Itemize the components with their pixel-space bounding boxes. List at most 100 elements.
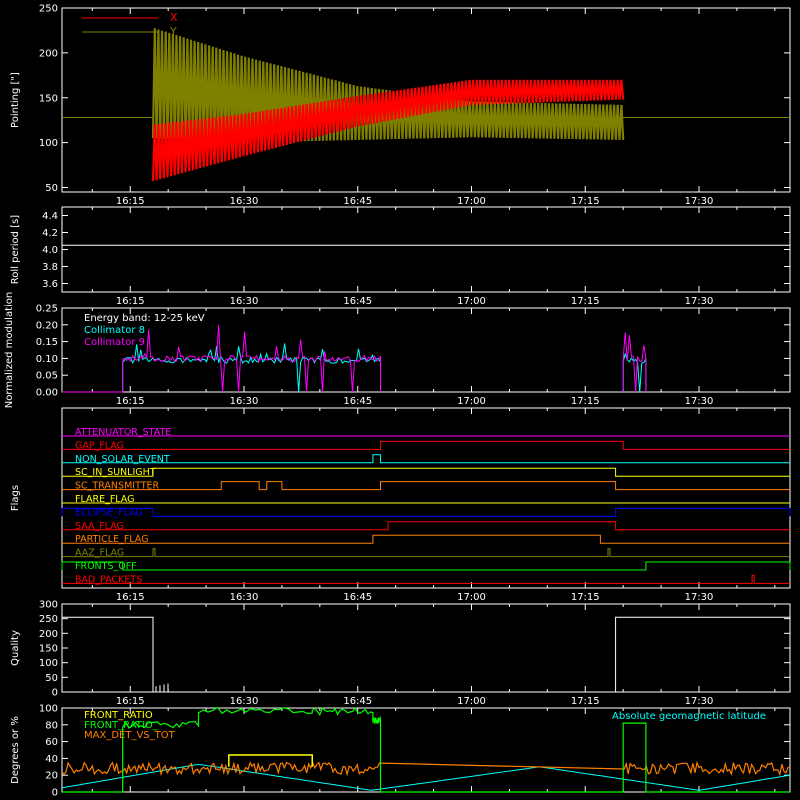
pointing-ylabel: Pointing ["]: [10, 72, 21, 128]
ratios-ylabel: Degrees or %: [10, 716, 21, 784]
modulation-legend-title: Energy band: 12-25 keV: [84, 313, 205, 324]
roll-xtick-label: 16:30: [230, 296, 259, 307]
flag-line-particle_flag: [62, 534, 790, 544]
flags-ylabel: Flags: [10, 485, 21, 511]
flag-line-eclipse_flag: [61, 507, 791, 517]
modulation-xtick-label: 16:30: [230, 396, 259, 407]
quality-xtick-label: 17:00: [457, 696, 486, 707]
pointing-ytick-label: 250: [39, 4, 58, 15]
pointing-xtick-label: 16:30: [230, 196, 259, 207]
pointing-ytick-label: 200: [39, 48, 58, 59]
pointing-series-X: [151, 79, 625, 182]
modulation-ylabel: Normalized modulation: [4, 292, 15, 409]
modulation-xtick-label: 16:45: [343, 396, 372, 407]
roll-xtick-label: 16:15: [116, 296, 145, 307]
modulation-ytick-label: 0.10: [36, 354, 58, 365]
quality-ytick-label: 0: [52, 688, 58, 699]
quality-xtick-label: 16:30: [230, 696, 259, 707]
flags-xtick-label: 16:30: [230, 592, 259, 603]
modulation-xtick-label: 16:15: [116, 396, 145, 407]
front-ratio-2-series: [62, 706, 790, 793]
flag-label-particle_flag: PARTICLE_FLAG: [75, 534, 148, 545]
pointing-frame: [61, 7, 791, 193]
roll-xtick-label: 17:15: [571, 296, 600, 307]
ratios-ytick-label: 20: [45, 771, 58, 782]
flag-label-aaz_flag: AAZ_FLAG: [75, 548, 124, 559]
modulation-legend-label: Collimator 8: [84, 325, 145, 336]
pointing-xtick-label: 17:15: [571, 196, 600, 207]
pointing-ytick-label: 100: [39, 138, 58, 149]
modulation-ytick-label: 0.20: [36, 320, 58, 331]
flag-label-eclipse_flag: ECLIPSE_FLAG: [75, 507, 143, 518]
modulation-frame: [61, 307, 791, 393]
ratios-ytick-label: 0: [52, 788, 58, 799]
modulation-xtick-label: 17:30: [685, 396, 714, 407]
legend-label-X: X: [170, 11, 178, 24]
roll-xtick-label: 17:30: [685, 296, 714, 307]
max-det-series: [61, 760, 791, 777]
latitude-curve: [61, 764, 791, 791]
ratios-ytick-label: 60: [45, 737, 58, 748]
modulation-series-1: [622, 332, 647, 393]
flag-label-fronts_off: FRONTS_OFF: [75, 561, 137, 572]
quality-ytick-label: 250: [39, 614, 58, 625]
quality-series: [62, 616, 790, 693]
modulation-ytick-label: 0.00: [36, 388, 58, 399]
roll-ytick-label: 4.0: [42, 245, 58, 256]
flags-xtick-label: 17:00: [457, 592, 486, 603]
roll-xtick-label: 17:00: [457, 296, 486, 307]
latitude-annotation: Absolute geomagnetic latitude: [612, 711, 766, 722]
ratios-ytick-label: 40: [45, 754, 58, 765]
pointing-xtick-label: 16:15: [116, 196, 145, 207]
flag-line-non_solar_event: [62, 454, 790, 464]
modulation-ytick-label: 0.25: [36, 304, 58, 315]
flag-label-sc_transmitter: SC_TRANSMITTER: [75, 481, 160, 492]
flag-label-attenuator_state: ATTENUATOR_STATE: [75, 427, 171, 438]
quality-ylabel: Quality: [10, 630, 21, 666]
quality-ytick-label: 150: [39, 644, 58, 655]
roll-ytick-label: 3.6: [42, 279, 58, 290]
front-ratio-series: [228, 754, 313, 767]
flags-xtick-label: 17:30: [685, 592, 714, 603]
roll-ylabel: Roll period [s]: [10, 215, 21, 284]
quality-ytick-label: 300: [39, 600, 58, 611]
flag-line-fronts_off: [61, 561, 791, 571]
roll-ytick-label: 4.4: [42, 211, 58, 222]
flag-label-saa_flag: SAA_FLAG: [75, 521, 124, 532]
ratios-ytick-label: 80: [45, 720, 58, 731]
ratios-ytick-label: 100: [39, 704, 58, 715]
roll-ytick-label: 3.8: [42, 262, 58, 273]
roll-ytick-label: 4.2: [42, 228, 58, 239]
quality-ytick-label: 100: [39, 658, 58, 669]
quality-ytick-label: 200: [39, 629, 58, 640]
flag-line-bad_packets: [62, 574, 790, 584]
pointing-ytick-label: 150: [39, 93, 58, 104]
pointing-series-Y: [151, 28, 625, 143]
flag-line-sc_in_sunlight: [62, 467, 790, 477]
quality-xtick-label: 17:30: [685, 696, 714, 707]
modulation-xtick-label: 17:00: [457, 396, 486, 407]
pointing-xtick-label: 17:30: [685, 196, 714, 207]
flag-label-flare_flag: FLARE_FLAG: [75, 494, 135, 505]
pointing-ytick-label: 50: [45, 183, 58, 194]
flags-xtick-label: 17:15: [571, 592, 600, 603]
ratios-legend-label: FRONT_RATIO: [84, 710, 153, 721]
modulation-series-0: [622, 352, 647, 393]
quality-xtick-label: 17:15: [571, 696, 600, 707]
roll-frame: [61, 206, 791, 293]
flag-label-bad_packets: BAD_PACKETS: [75, 574, 142, 585]
pointing-xtick-label: 16:45: [343, 196, 372, 207]
flag-label-non_solar_event: NON_SOLAR_EVENT: [75, 454, 170, 465]
flag-line-sc_transmitter: [62, 481, 790, 491]
flags-xtick-label: 16:45: [343, 592, 372, 603]
modulation-ytick-label: 0.15: [36, 337, 58, 348]
flags-xtick-label: 16:15: [116, 592, 145, 603]
flag-label-sc_in_sunlight: SC_IN_SUNLIGHT: [75, 467, 156, 478]
modulation-ytick-label: 0.05: [36, 371, 58, 382]
roll-xtick-label: 16:45: [343, 296, 372, 307]
ratios-legend-label: FRONT_RATIO_: [84, 720, 159, 731]
legend-label-Y: Y: [169, 25, 177, 38]
flag-label-gap_flag: GAP_FLAG: [75, 440, 124, 451]
modulation-series-1: [122, 324, 381, 393]
